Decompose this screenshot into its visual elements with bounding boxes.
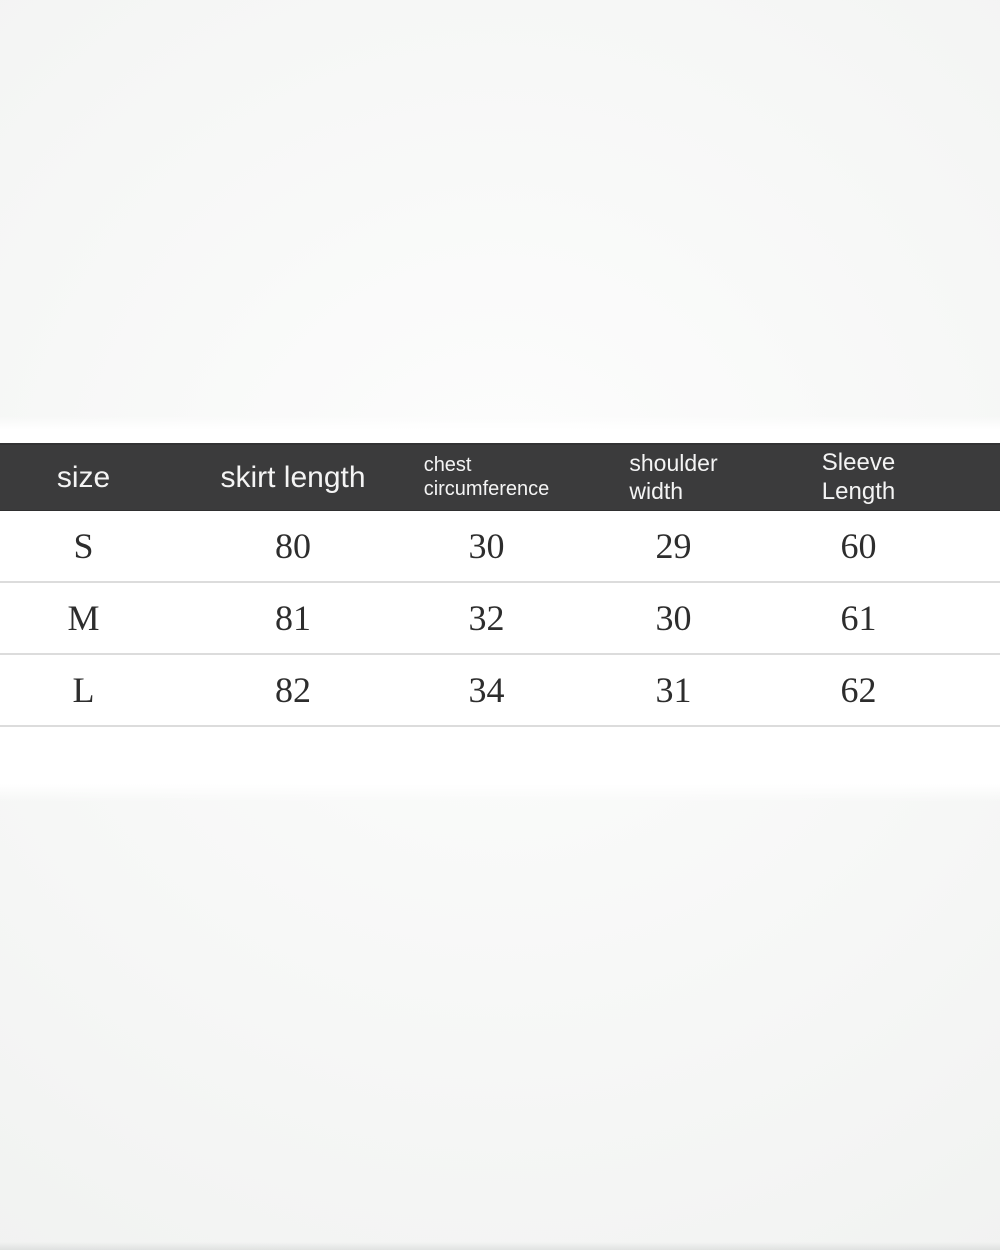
column-header-size: size [0, 443, 193, 511]
cell-shoulder-width-s: 29 [580, 510, 767, 583]
cell-size-m: M [0, 582, 193, 655]
column-header-sleeve-length-label: Sleeve Length [821, 449, 896, 505]
cell-chest-circumference-m: 32 [393, 582, 580, 655]
cell-sleeve-length-l: 62 [767, 654, 1000, 727]
cell-chest-circumference-l: 34 [393, 654, 580, 727]
size-chart-body: S 80 30 29 60 M 81 32 30 61 L 82 34 31 6… [0, 510, 1000, 727]
table-row-l: L 82 34 31 62 [0, 654, 1000, 727]
cell-sleeve-length-m: 61 [767, 582, 1000, 655]
cell-skirt-length-s: 80 [193, 510, 393, 583]
cell-size-l: L [0, 654, 193, 727]
column-header-chest-circumference: chest circumference [393, 443, 580, 511]
bottom-edge-shading [0, 1242, 1000, 1250]
column-header-chest-circumference-label: chest circumference [423, 453, 550, 500]
table-row-m: M 81 32 30 61 [0, 582, 1000, 655]
cell-skirt-length-l: 82 [193, 654, 393, 727]
cell-shoulder-width-m: 30 [580, 582, 767, 655]
cell-chest-circumference-s: 30 [393, 510, 580, 583]
size-chart-header: size skirt length chest circumference sho… [0, 443, 1000, 511]
column-header-skirt-length: skirt length [193, 443, 393, 511]
column-header-shoulder-width-label: shoulder width [629, 450, 718, 504]
cell-sleeve-length-s: 60 [767, 510, 1000, 583]
table-row-s: S 80 30 29 60 [0, 510, 1000, 583]
column-header-shoulder-width: shoulder width [580, 443, 767, 511]
column-header-skirt-length-label: skirt length [220, 460, 366, 494]
cell-size-s: S [0, 510, 193, 583]
header-row: size skirt length chest circumference sho… [0, 443, 1000, 511]
cell-skirt-length-m: 81 [193, 582, 393, 655]
column-header-sleeve-length: Sleeve Length [767, 443, 1000, 511]
cell-shoulder-width-l: 31 [580, 654, 767, 727]
column-header-size-label: size [56, 460, 111, 494]
size-chart-table: size skirt length chest circumference sho… [0, 443, 1000, 727]
